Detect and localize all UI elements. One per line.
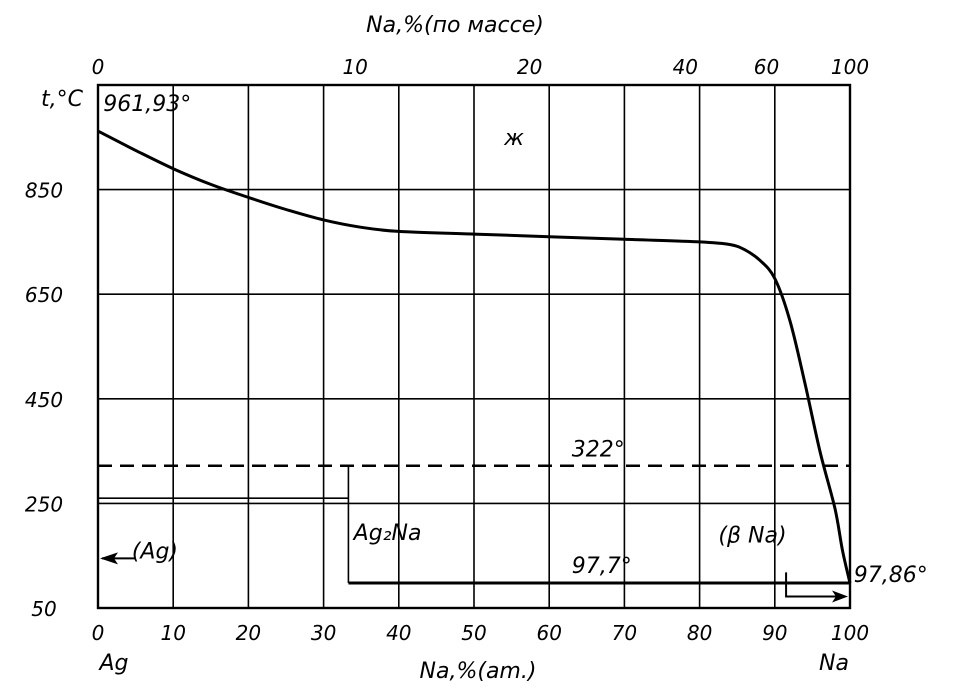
y-tick-label: 250 [25, 492, 63, 516]
arrowhead-icon [832, 590, 848, 603]
y-axis-title: t,°C [41, 87, 84, 112]
arrows [100, 552, 848, 603]
y-tick-label: 850 [25, 179, 63, 203]
annotation-na-melt: 97,86° [854, 563, 928, 588]
end-label-na: Na [819, 651, 849, 676]
annotation-eutectoid: 322° [572, 437, 625, 462]
top-tick-label: 10 [342, 55, 367, 79]
top-tick-label: 60 [754, 55, 779, 79]
y-tick-label: 450 [25, 388, 63, 412]
top-axis-title: Na,%(по массе) [366, 13, 544, 38]
x-tick-label: 100 [831, 621, 869, 645]
liquidus-curve [97, 129, 852, 584]
top-tick-label: 100 [831, 55, 869, 79]
annotation-liquid: ж [503, 126, 524, 151]
x-axis-title: Na,%(am.) [420, 659, 537, 684]
annotation-beta-na: (β Na) [718, 524, 786, 549]
labels: 0 10 20 30 40 50 60 70 80 90 100 50 250 450 650 850 0 10 2… [25, 13, 928, 684]
phase-lines [98, 464, 850, 585]
x-tick-label: 90 [762, 621, 787, 645]
grid [98, 85, 850, 608]
x-tick-label: 0 [92, 621, 105, 645]
annotation-ag-melt: 961,93° [103, 92, 191, 117]
top-tick-label: 0 [92, 55, 105, 79]
annotation-ag2na: Ag₂Na [352, 521, 422, 546]
top-tick-label: 20 [517, 55, 542, 79]
x-tick-label: 30 [311, 621, 336, 645]
x-tick-label: 20 [236, 621, 261, 645]
annotation-ag-phase: (Ag) [132, 539, 178, 564]
y-tick-label: 650 [25, 283, 63, 307]
x-tick-label: 50 [461, 621, 486, 645]
x-tick-label: 10 [160, 621, 185, 645]
x-tick-label: 80 [687, 621, 712, 645]
end-label-ag: Ag [97, 651, 128, 676]
annotation-eutectic: 97,7° [572, 554, 632, 579]
x-tick-label: 60 [536, 621, 561, 645]
beta-na-arrow [785, 572, 842, 598]
arrowhead-icon [100, 552, 118, 565]
x-tick-label: 70 [612, 621, 637, 645]
plot-frame [96, 83, 852, 610]
y-tick-label: 50 [31, 597, 56, 621]
x-tick-label: 40 [386, 621, 411, 645]
top-tick-label: 40 [673, 55, 698, 79]
